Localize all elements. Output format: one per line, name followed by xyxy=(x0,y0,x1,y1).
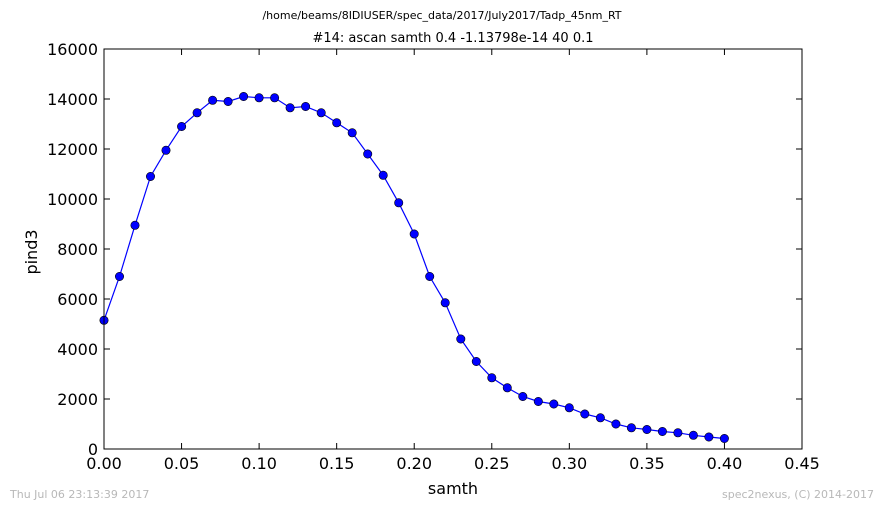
y-tick-label: 16000 xyxy=(47,40,98,59)
data-point xyxy=(394,198,404,208)
data-point xyxy=(533,396,543,406)
data-point xyxy=(332,118,342,128)
y-tick-label: 6000 xyxy=(57,290,98,309)
y-axis-label: pind3 xyxy=(22,229,41,274)
y-tick-label: 12000 xyxy=(47,140,98,159)
data-point xyxy=(316,108,326,118)
y-tick-label: 14000 xyxy=(47,90,98,109)
data-point xyxy=(657,426,667,436)
data-point xyxy=(347,128,357,138)
y-tick-label: 2000 xyxy=(57,390,98,409)
series-line xyxy=(103,95,725,440)
data-point xyxy=(409,229,419,239)
data-point xyxy=(239,92,249,102)
data-point xyxy=(611,419,621,429)
data-point xyxy=(223,97,233,107)
x-axis-label: samth xyxy=(428,479,478,498)
chart-title: #14: ascan samth 0.4 -1.13798e-14 40 0.1 xyxy=(312,31,593,46)
y-tick-label: 0 xyxy=(88,440,98,459)
axis-ticks: 0.00 0.05 0.10 0.15 0.20 0.25 0.30 0.35 0.40 0.45… xyxy=(47,40,820,473)
x-tick-label: 0.15 xyxy=(319,454,355,473)
data-point xyxy=(254,93,264,103)
data-point xyxy=(502,383,512,393)
y-tick-label: 4000 xyxy=(57,340,98,359)
data-point xyxy=(518,391,528,401)
plot-frame xyxy=(103,48,803,450)
data-point xyxy=(580,409,590,419)
x-tick-label: 0.20 xyxy=(396,454,432,473)
data-point xyxy=(130,220,140,230)
plot-area xyxy=(99,92,729,443)
figure-suptitle: /home/beams/8IDIUSER/spec_data/2017/July… xyxy=(262,9,621,22)
data-point xyxy=(440,298,450,308)
x-tick-label: 0.40 xyxy=(707,454,743,473)
x-tick-label: 0.35 xyxy=(629,454,665,473)
data-point xyxy=(161,145,171,155)
data-point xyxy=(378,170,388,180)
data-point xyxy=(208,95,218,105)
data-point xyxy=(301,102,311,112)
data-point xyxy=(704,432,714,442)
data-point xyxy=(192,108,202,118)
data-point xyxy=(425,271,435,281)
data-point xyxy=(270,93,280,103)
x-tick-label: 0.30 xyxy=(552,454,588,473)
data-point xyxy=(642,424,652,434)
y-tick-label: 8000 xyxy=(57,240,98,259)
data-point xyxy=(673,428,683,438)
y-tick-label: 10000 xyxy=(47,190,98,209)
data-point xyxy=(146,172,156,182)
data-point xyxy=(719,433,729,443)
data-point xyxy=(549,399,559,409)
x-tick-label: 0.10 xyxy=(241,454,277,473)
data-point xyxy=(595,413,605,423)
x-tick-label: 0.05 xyxy=(164,454,200,473)
data-point xyxy=(626,423,636,433)
data-point xyxy=(564,403,574,413)
footer-credit: spec2nexus, (C) 2014-2017 xyxy=(722,488,874,501)
footer-timestamp: Thu Jul 06 23:13:39 2017 xyxy=(9,488,149,501)
data-point xyxy=(115,271,125,281)
x-tick-label: 0.00 xyxy=(86,454,122,473)
x-tick-label: 0.25 xyxy=(474,454,510,473)
x-tick-label: 0.45 xyxy=(784,454,820,473)
data-point xyxy=(177,122,187,132)
data-point xyxy=(471,356,481,366)
data-point xyxy=(363,149,373,159)
data-point xyxy=(487,373,497,383)
data-point xyxy=(456,334,466,344)
data-point xyxy=(688,430,698,440)
data-point xyxy=(285,103,295,113)
